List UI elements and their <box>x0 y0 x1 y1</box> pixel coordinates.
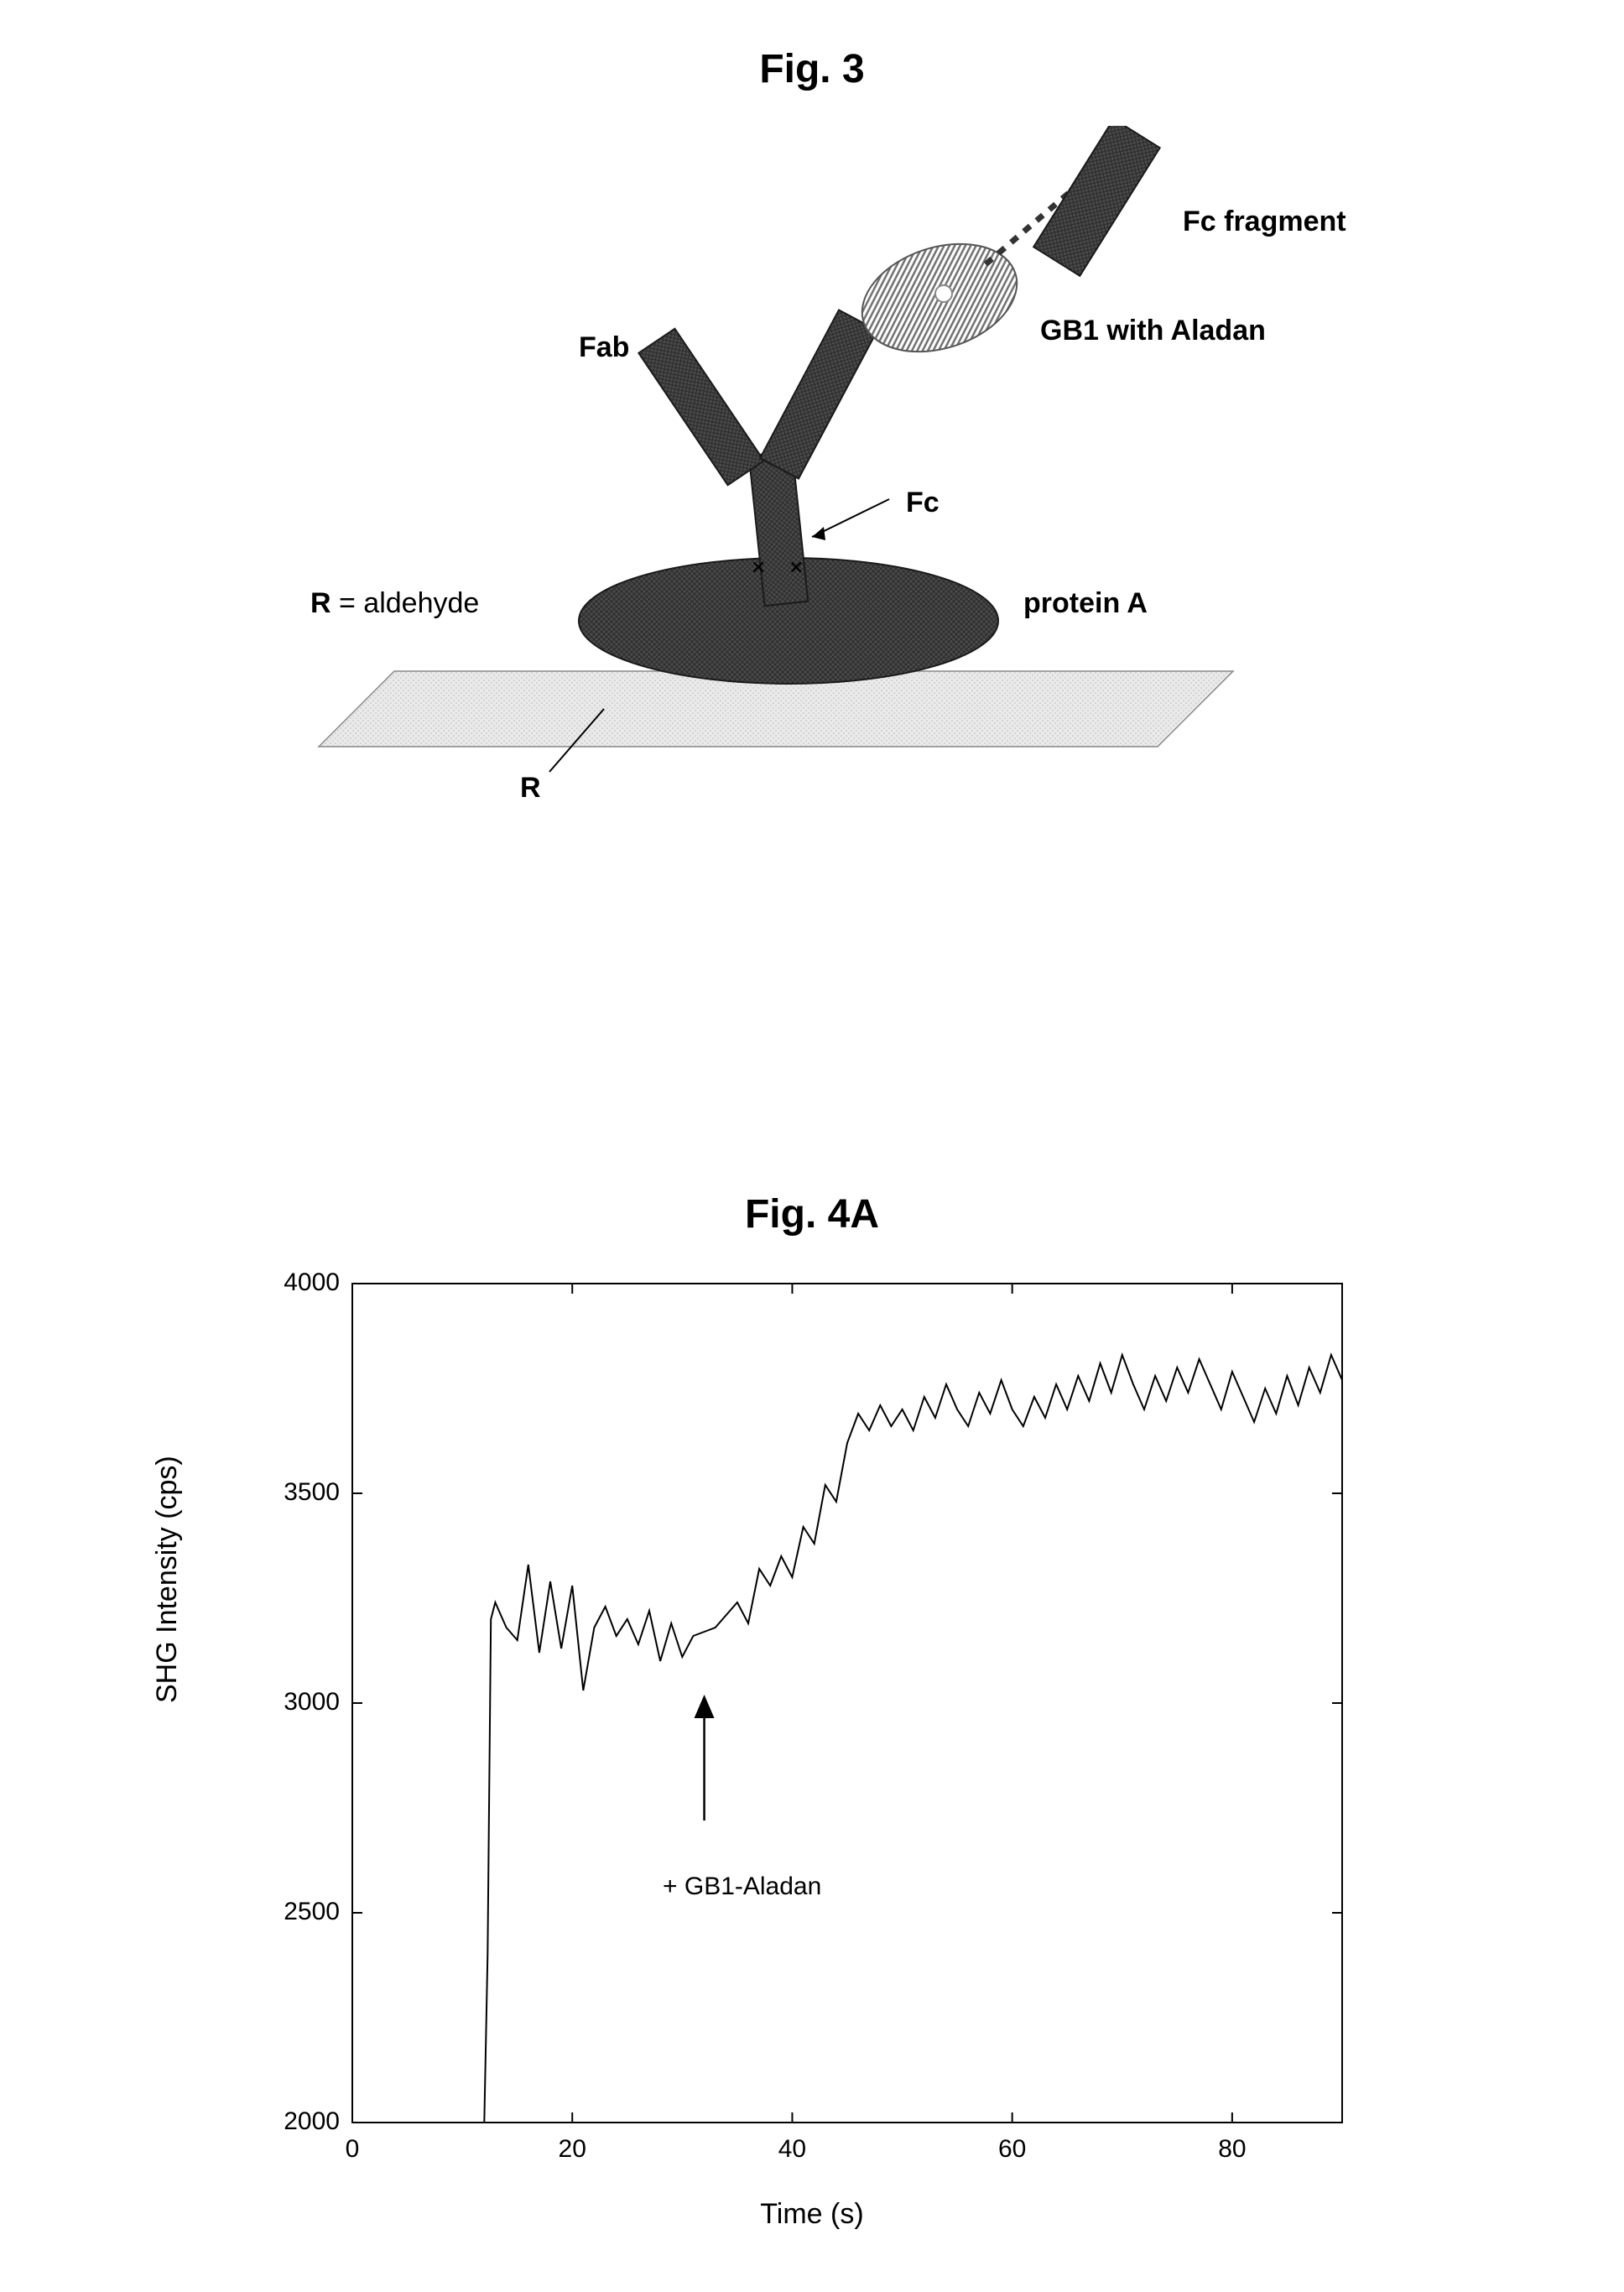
ytick-label: 2500 <box>260 1898 340 1926</box>
fc-fragment-label: Fc fragment <box>1183 206 1346 238</box>
ytick-label: 4000 <box>260 1268 340 1297</box>
ytick-label: 2000 <box>260 2107 340 2136</box>
r-bold: R <box>310 587 331 619</box>
fc-label: Fc <box>906 487 940 519</box>
xtick-label: 40 <box>767 2135 817 2164</box>
ytick-label: 3000 <box>260 1688 340 1716</box>
xtick-label: 20 <box>547 2135 597 2164</box>
xtick-label: 0 <box>327 2135 377 2164</box>
svg-text:✕: ✕ <box>751 557 766 578</box>
r-rest: = aldehyde <box>331 587 480 619</box>
gb1-aladan-label: GB1 with Aladan <box>1040 315 1266 347</box>
ytick-label: 3500 <box>260 1478 340 1507</box>
fig3-title: Fig. 3 <box>0 46 1624 92</box>
xtick-label: 60 <box>987 2135 1038 2164</box>
fig4a-ylabel: SHG Intensity (cps) <box>151 1456 184 1703</box>
protein-a-label: protein A <box>1023 587 1148 620</box>
xtick-label: 80 <box>1207 2135 1257 2164</box>
r-equals-label: R = aldehyde <box>310 587 479 620</box>
r-surface-label: R <box>520 772 541 805</box>
fig4a-xlabel: Time (s) <box>0 2198 1624 2231</box>
fig4a-annotation: + GB1-Aladan <box>663 1873 821 1901</box>
fig3-diagram: ✕ ✕ <box>252 126 1426 881</box>
fig4a-title: Fig. 4A <box>0 1191 1624 1237</box>
fig4a-chart <box>285 1250 1376 2223</box>
svg-text:✕: ✕ <box>789 557 804 578</box>
fab-label: Fab <box>579 331 629 364</box>
